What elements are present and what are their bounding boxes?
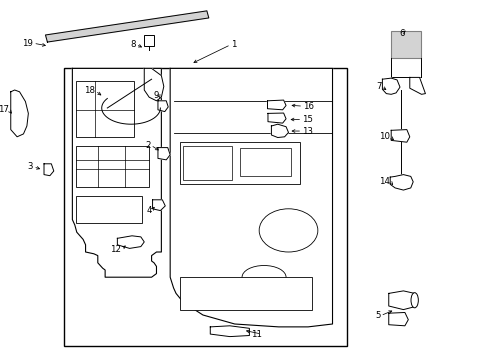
Text: 6: 6 bbox=[398, 29, 404, 37]
Text: 12: 12 bbox=[110, 245, 121, 253]
Bar bbox=[144, 35, 154, 46]
Text: 16: 16 bbox=[303, 102, 313, 111]
Text: 10: 10 bbox=[379, 132, 389, 141]
Bar bbox=[180, 277, 311, 310]
Polygon shape bbox=[409, 77, 425, 94]
Polygon shape bbox=[382, 78, 399, 94]
Polygon shape bbox=[144, 68, 163, 101]
Polygon shape bbox=[390, 130, 409, 142]
Text: 14: 14 bbox=[379, 177, 389, 186]
Bar bbox=[76, 81, 134, 137]
Bar bbox=[183, 146, 232, 180]
Text: 11: 11 bbox=[250, 330, 261, 338]
Bar bbox=[239, 148, 290, 176]
Text: 3: 3 bbox=[28, 162, 33, 171]
Polygon shape bbox=[44, 164, 54, 176]
Polygon shape bbox=[158, 101, 168, 112]
Text: 2: 2 bbox=[145, 140, 150, 150]
Polygon shape bbox=[152, 200, 165, 211]
Polygon shape bbox=[388, 312, 407, 326]
Text: 8: 8 bbox=[130, 40, 136, 49]
Text: 18: 18 bbox=[84, 86, 95, 95]
Polygon shape bbox=[389, 175, 412, 190]
Text: 9: 9 bbox=[153, 91, 159, 100]
Polygon shape bbox=[267, 100, 285, 110]
Bar bbox=[76, 196, 142, 223]
Polygon shape bbox=[267, 113, 285, 123]
Bar bbox=[63, 68, 346, 346]
Text: 19: 19 bbox=[22, 39, 33, 48]
Bar bbox=[390, 31, 420, 58]
Polygon shape bbox=[170, 68, 332, 327]
Text: 17: 17 bbox=[0, 105, 9, 114]
Polygon shape bbox=[117, 236, 144, 248]
Text: 13: 13 bbox=[302, 126, 312, 135]
Circle shape bbox=[259, 209, 317, 252]
Polygon shape bbox=[11, 90, 28, 137]
Polygon shape bbox=[210, 326, 249, 337]
Text: 4: 4 bbox=[146, 206, 151, 215]
Polygon shape bbox=[271, 124, 288, 138]
Ellipse shape bbox=[242, 266, 285, 289]
Text: 7: 7 bbox=[375, 82, 381, 91]
Polygon shape bbox=[388, 291, 414, 310]
Text: 1: 1 bbox=[230, 40, 236, 49]
Polygon shape bbox=[72, 68, 161, 277]
Text: 15: 15 bbox=[302, 115, 312, 124]
Polygon shape bbox=[45, 11, 208, 42]
Polygon shape bbox=[158, 148, 170, 160]
Bar bbox=[180, 142, 299, 184]
Ellipse shape bbox=[410, 293, 417, 308]
Text: 5: 5 bbox=[374, 311, 380, 320]
Bar bbox=[76, 146, 149, 187]
